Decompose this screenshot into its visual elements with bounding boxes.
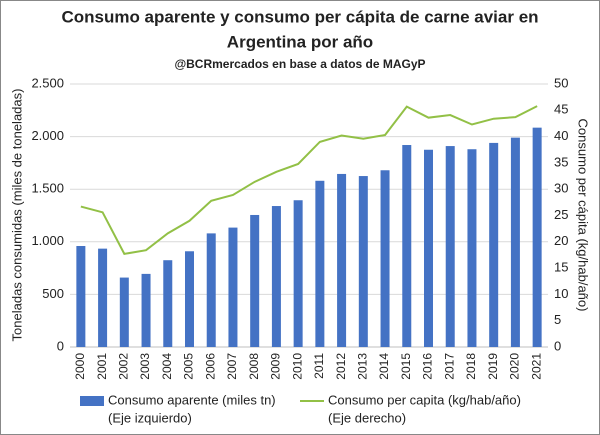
x-tick-label: 2010 <box>290 353 304 380</box>
bar <box>445 146 455 347</box>
x-tick-label: 2008 <box>247 353 261 380</box>
bar <box>337 173 347 347</box>
y2-axis-label: Consumo per cápita (kg/hab/año) <box>576 119 591 312</box>
x-tick-label: 2005 <box>182 353 196 380</box>
chart-subtitle: @BCRmercados en base a datos de MAGyP <box>174 57 425 71</box>
x-tick-label: 2004 <box>160 353 174 380</box>
y2-tick-label: 25 <box>554 207 568 222</box>
x-tick-label: 2012 <box>334 353 348 380</box>
x-tick-label: 2011 <box>312 353 326 379</box>
bar <box>293 200 303 347</box>
y-tick-label: 500 <box>42 286 64 301</box>
bar <box>228 227 238 347</box>
legend-label: Consumo aparente (miles tn) <box>108 392 276 407</box>
y2-tick-label: 5 <box>554 312 561 327</box>
x-tick-label: 2016 <box>421 353 435 380</box>
y-axis-label: Toneladas consumidas (miles de toneladas… <box>9 89 24 342</box>
x-tick-label: 2006 <box>203 353 217 380</box>
y2-tick-label: 15 <box>554 260 568 275</box>
y2-tick-label: 45 <box>554 102 568 117</box>
legend-label: Consumo per capita (kg/hab/año) <box>328 392 521 407</box>
y2-tick-label: 35 <box>554 154 568 169</box>
bar <box>163 260 173 347</box>
y-tick-label: 1.000 <box>31 233 64 248</box>
bar <box>98 248 108 347</box>
chart-title: Argentina por año <box>227 32 373 51</box>
bar <box>380 170 390 347</box>
bar <box>489 142 499 347</box>
bar <box>424 149 433 347</box>
bar <box>358 176 368 347</box>
bar <box>250 214 260 347</box>
bar <box>402 145 412 347</box>
legend-swatch <box>80 396 104 406</box>
x-tick-label: 2019 <box>486 353 500 380</box>
x-tick-label: 2002 <box>116 353 130 380</box>
x-tick-label: 2021 <box>529 353 543 380</box>
bar <box>271 206 281 347</box>
y2-tick-label: 30 <box>554 181 568 196</box>
bar <box>185 251 194 347</box>
legend-note: (Eje derecho) <box>328 410 406 425</box>
x-tick-label: 2018 <box>464 353 478 380</box>
line <box>80 105 538 256</box>
x-tick-label: 2003 <box>138 353 152 380</box>
bar <box>141 273 151 347</box>
legend-note: (Eje izquierdo) <box>108 410 192 425</box>
y2-tick-label: 0 <box>554 338 561 353</box>
bar <box>206 233 216 347</box>
bar <box>315 180 325 347</box>
y-tick-label: 2.500 <box>31 75 64 90</box>
x-tick-label: 2007 <box>225 353 239 380</box>
x-tick-label: 2001 <box>95 353 109 380</box>
x-tick-label: 2013 <box>355 353 369 380</box>
x-tick-label: 2009 <box>269 353 283 380</box>
x-tick-label: 2014 <box>377 353 391 380</box>
bar <box>119 277 129 347</box>
y-tick-label: 0 <box>57 338 64 353</box>
x-tick-label: 2015 <box>399 353 413 380</box>
x-tick-label: 2000 <box>73 353 87 380</box>
y-tick-label: 2.000 <box>31 128 64 143</box>
bar <box>467 149 477 347</box>
y2-tick-label: 50 <box>554 75 568 90</box>
x-tick-label: 2017 <box>442 353 456 380</box>
y2-tick-label: 40 <box>554 128 568 143</box>
x-tick-label: 2020 <box>508 353 522 380</box>
y2-tick-label: 20 <box>554 233 568 248</box>
bar <box>510 137 520 347</box>
bar <box>532 127 542 348</box>
chart-title: Consumo aparente y consumo per cápita de… <box>61 7 538 26</box>
bar <box>76 246 86 347</box>
y-tick-label: 1.500 <box>31 181 64 196</box>
y2-tick-label: 10 <box>554 286 568 301</box>
